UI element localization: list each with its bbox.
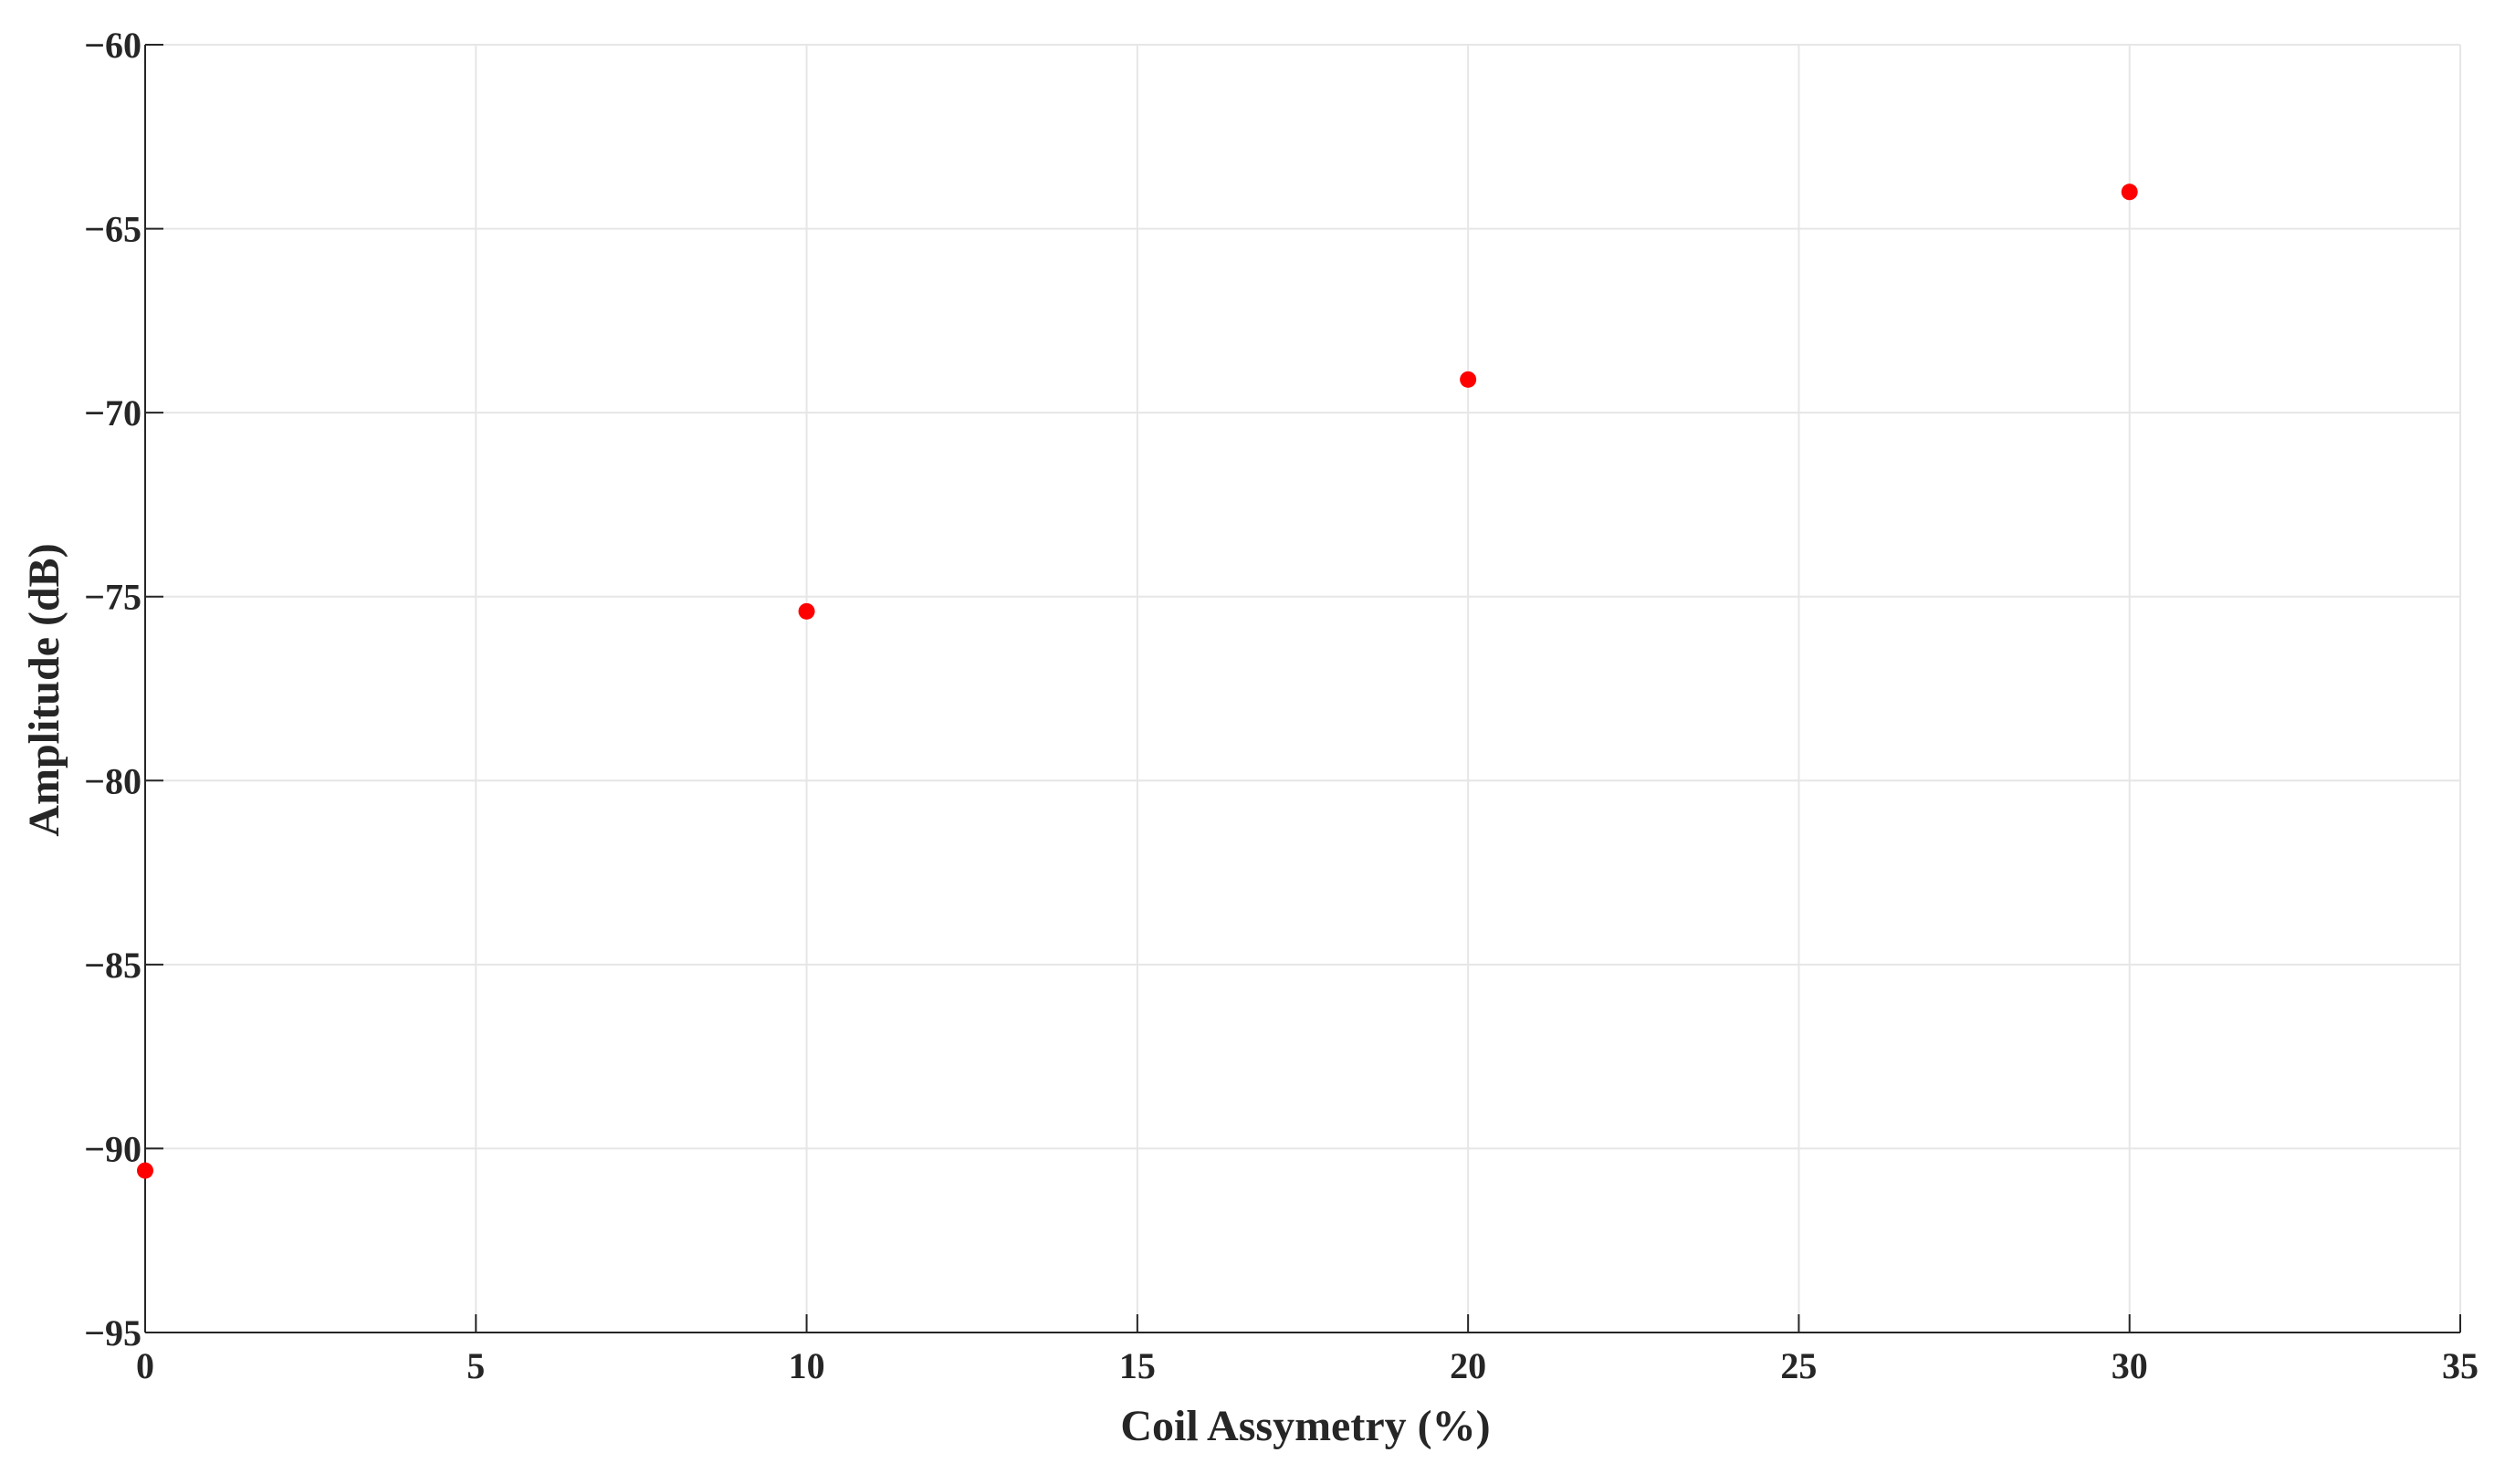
x-tick-label: 20 xyxy=(1450,1345,1486,1386)
x-tick-label: 35 xyxy=(2442,1345,2479,1386)
data-point xyxy=(798,602,815,620)
x-tick-label: 0 xyxy=(136,1345,154,1386)
y-tick-label: −95 xyxy=(84,1312,141,1353)
x-tick-label: 25 xyxy=(1780,1345,1817,1386)
y-tick-label: −60 xyxy=(84,25,141,66)
data-point xyxy=(2121,183,2138,201)
data-points xyxy=(137,183,2138,1179)
x-tick-label: 30 xyxy=(2112,1345,2148,1386)
tick-labels: 0 5 10 15 20 25 30 35 −60 −65 −70 −75 −80 −85 −90 −95 xyxy=(84,25,2479,1386)
x-tick-label: 10 xyxy=(789,1345,825,1386)
y-tick-label: −90 xyxy=(84,1128,141,1169)
grid xyxy=(144,44,2461,1333)
y-tick-label: −80 xyxy=(84,760,141,801)
data-point xyxy=(1460,371,1477,388)
x-axis-label: Coil Assymetry (%) xyxy=(1120,1402,1490,1450)
y-tick-label: −70 xyxy=(84,392,141,434)
y-tick-label: −65 xyxy=(84,209,141,250)
data-point xyxy=(137,1162,153,1179)
y-tick-label: −75 xyxy=(84,577,141,618)
axes xyxy=(144,44,2461,1333)
y-tick-label: −85 xyxy=(84,945,141,986)
x-tick-label: 5 xyxy=(466,1345,485,1386)
y-axis-label: Amplitude (dB) xyxy=(20,543,68,836)
x-tick-label: 15 xyxy=(1119,1345,1156,1386)
